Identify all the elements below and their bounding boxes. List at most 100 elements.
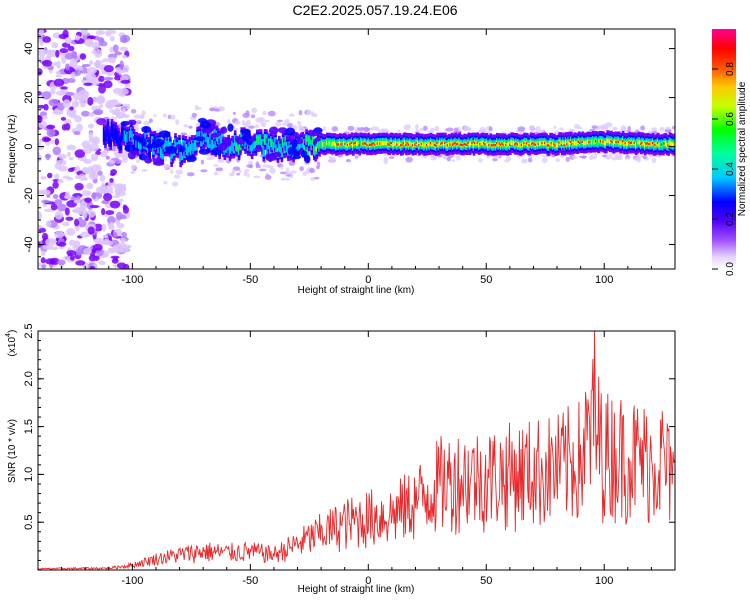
spectrogram-noise-cell (121, 231, 127, 239)
spectrogram-blob (152, 161, 165, 166)
spectrogram-noise-cell (98, 41, 108, 47)
spectrogram-halo-cell (602, 154, 607, 158)
spectrogram-halo-cell (253, 124, 260, 128)
spectrogram-noise-cell (41, 264, 47, 269)
spectrogram-halo-cell (238, 169, 242, 173)
spectrogram-noise-cell (99, 174, 106, 182)
snr-scale-base: (x10 (7, 337, 18, 357)
spectrogram-noise-cell (42, 36, 52, 43)
spectrogram-ridge-cell (303, 146, 307, 155)
spectrogram-noise-cell (112, 194, 121, 199)
spectrogram-halo-cell (136, 158, 140, 164)
spectrogram-noise-cell (103, 80, 113, 89)
spectrogram-noise-cell (65, 216, 74, 221)
y-tick-label: -40 (23, 237, 35, 253)
colorbar-label: Normalized spectral amplitude (737, 81, 748, 216)
spectrogram-noise-cell (74, 115, 83, 123)
spectrogram-noise-cell (87, 96, 94, 106)
spectrogram-noise-cell (86, 66, 97, 75)
spectrogram-halo-cell (213, 164, 219, 167)
spectrogram-halo-cell (111, 102, 117, 107)
spectrogram-halo-cell (209, 107, 216, 112)
spectrogram-halo-cell (605, 154, 613, 160)
spectrogram-noise-cell (96, 118, 107, 126)
spectrogram-blob (292, 155, 302, 160)
spectrogram-noise-cell (74, 34, 81, 41)
spectrogram-noise-cell (109, 200, 121, 209)
spectrogram-halo-cell (664, 129, 672, 133)
x-tick-label: -100 (121, 575, 143, 587)
y-tick-label: 0.5 (23, 515, 35, 530)
spectrogram-blob (248, 137, 257, 142)
spectrogram-noise-cell (52, 61, 59, 66)
spectrogram-halo-cell (363, 126, 369, 133)
snr-x-label: Height of straight line (km) (298, 584, 415, 595)
spectrogram-halo-cell (591, 125, 598, 129)
spectrogram-halo-cell (553, 125, 557, 129)
spectrogram-noise-cell (68, 156, 74, 161)
spectrogram-halo-cell (173, 174, 181, 179)
spectrogram-noise-cell (41, 91, 52, 100)
spectrogram-noise-cell (50, 139, 56, 144)
spectrogram-halo-cell (651, 157, 657, 163)
spectrogram-halo-cell (488, 126, 493, 132)
spectrogram-blob (268, 126, 279, 135)
spectrogram-noise-cell (54, 211, 64, 220)
spectrogram-noise-cell (92, 110, 102, 115)
spectrogram-noise-cell (116, 111, 126, 118)
spectrogram-noise-cell (79, 97, 84, 105)
spectrogram-halo-cell (175, 169, 184, 175)
spectrogram-halo-cell (299, 166, 304, 172)
spectrogram-halo-cell (114, 159, 122, 165)
spectrogram-noise-cell (115, 211, 123, 221)
spectrogram-halo-cell (636, 157, 642, 163)
spectrogram-noise-cell (38, 91, 42, 96)
spectrogram-ridge-cell (672, 142, 675, 148)
spectrogram-blob (158, 130, 171, 138)
spectrogram-noise-cell (38, 154, 43, 162)
spectrogram-halo-cell (651, 127, 658, 132)
spectrogram-noise-cell (116, 222, 125, 229)
spectrogram-noise-cell (81, 190, 92, 197)
spectrogram-halo-cell (162, 113, 167, 118)
colorbar-tick-label: 0.2 (725, 212, 736, 226)
spectrogram-halo-cell (114, 102, 122, 106)
spectrogram-halo-cell (248, 125, 255, 129)
spectrogram-noise-cell (38, 142, 42, 146)
spectrogram-noise-cell (70, 71, 76, 80)
spectrogram-noise-cell (119, 60, 125, 70)
spectrogram-halo-cell (244, 168, 250, 173)
spectrogram-halo-cell (247, 161, 253, 165)
spectrogram-halo-cell (175, 119, 180, 125)
spectrogram-y-ticks: -40 -20 0 20 40 (23, 35, 675, 270)
spectrogram-halo-cell (405, 156, 413, 163)
spectrogram-blob (198, 148, 211, 155)
spectrogram-halo-cell (215, 167, 224, 172)
spectrogram-noise-cell (52, 146, 62, 156)
spectrogram-blob (285, 127, 296, 136)
spectrogram-noise-cell (98, 75, 105, 83)
spectrogram-halo-cell (316, 161, 321, 168)
spectrogram-halo-cell (136, 120, 142, 125)
spectrogram-halo-cell (275, 121, 282, 127)
spectrogram-noise-cell (107, 181, 116, 186)
spectrogram-halo-cell (249, 164, 253, 169)
spectrogram-halo-cell (153, 114, 157, 118)
spectrogram-noise-cell (41, 59, 53, 67)
chart-title: C2E2.2025.057.19.24.E06 (292, 2, 458, 18)
spectrogram-halo-cell (309, 167, 316, 174)
spectrogram-noise-cell (93, 61, 102, 68)
spectrogram-noise-cell (120, 237, 126, 244)
spectrogram-noise-cell (59, 86, 68, 90)
spectrogram-noise-cell (90, 153, 99, 162)
spectrogram-noise-cell (116, 185, 124, 192)
spectrogram-noise-cell (89, 60, 94, 65)
y-tick-label: 2.0 (23, 371, 35, 386)
spectrogram-blob (152, 138, 165, 147)
snr-y-ticks: 0.5 1.0 1.5 2.0 2.5 (23, 323, 675, 561)
spectrogram-noise-cell (57, 178, 64, 184)
spectrogram-halo-cell (565, 156, 570, 162)
spectrogram-halo-cell (232, 166, 241, 171)
spectrogram-noise-cell (87, 123, 95, 129)
